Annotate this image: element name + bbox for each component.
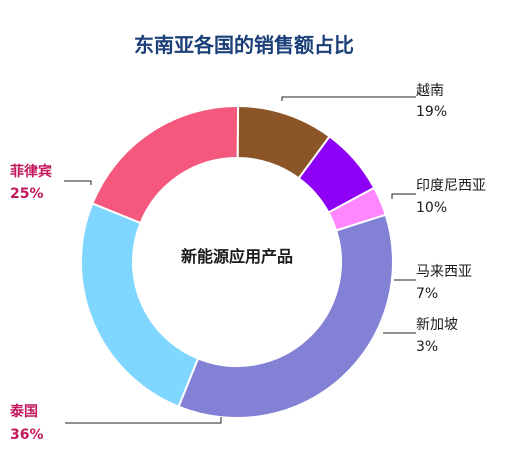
slice-label-name-3: 新加坡 — [416, 317, 458, 333]
leader-line-1 — [391, 193, 416, 199]
donut-slice-4 — [177, 213, 394, 419]
donut-slice-5 — [80, 202, 200, 408]
leader-line-4 — [65, 417, 222, 424]
leader-line-0 — [281, 96, 416, 101]
chart-title: 东南亚各国的销售额占比 — [134, 33, 354, 57]
slice-label-name-1: 印度尼西亚 — [416, 178, 486, 194]
slice-label-value-5: 25% — [10, 186, 44, 202]
slice-label-value-3: 3% — [416, 339, 438, 355]
slice-label-value-4: 36% — [10, 427, 44, 443]
slice-label-name-5: 菲律宾 — [10, 163, 52, 180]
slice-label-value-1: 10% — [416, 200, 447, 216]
center-label: 新能源应用产品 — [181, 247, 293, 266]
slice-label-name-0: 越南 — [416, 83, 444, 99]
slice-label-name-2: 马来西亚 — [416, 264, 472, 280]
slice-label-value-2: 7% — [416, 286, 438, 302]
slice-label-value-0: 19% — [416, 104, 447, 120]
donut-slice-0 — [91, 105, 240, 225]
slice-label-name-4: 泰国 — [9, 403, 38, 420]
leader-line-5 — [64, 180, 92, 185]
